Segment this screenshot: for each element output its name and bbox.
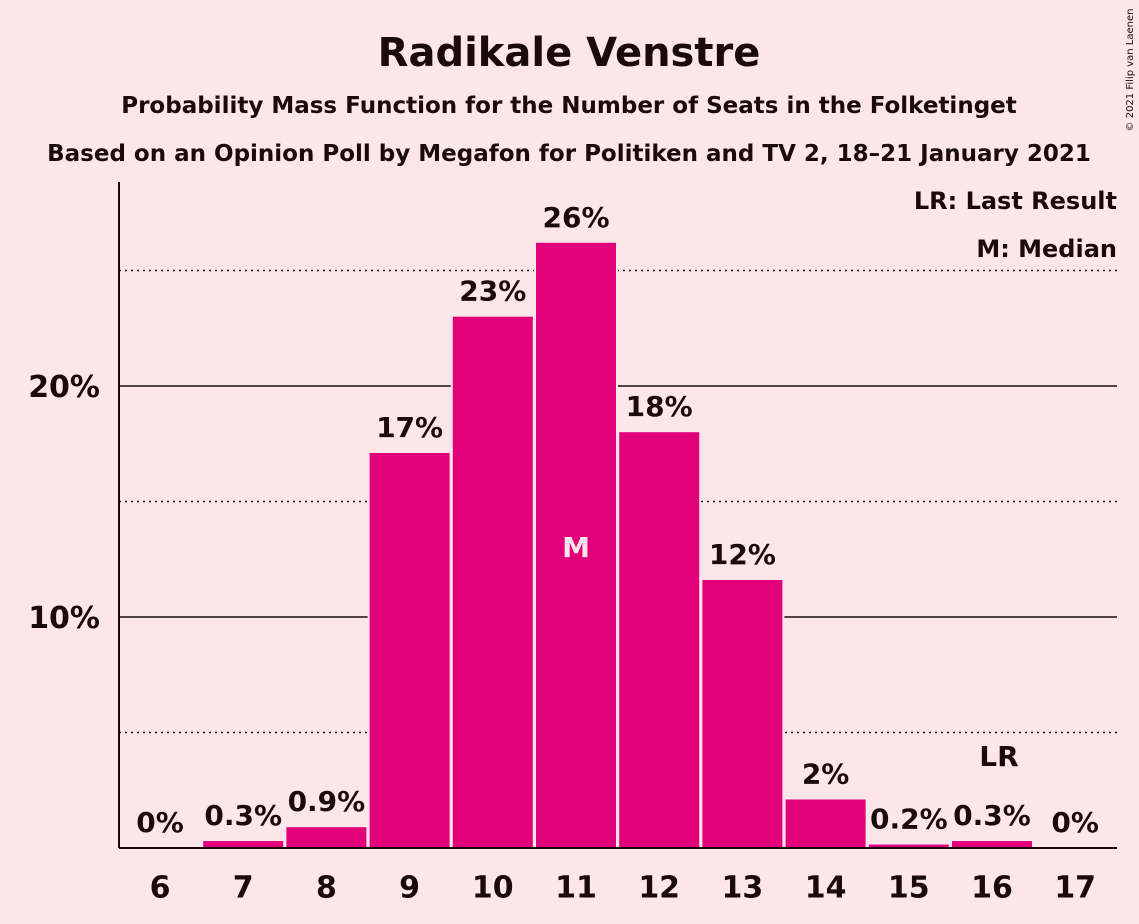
x-tick-label: 7 [233,871,254,906]
bar [702,580,783,848]
bar [785,799,866,848]
axes [118,182,1117,849]
labels: 10% 20% 0% 6 0.3% 7 0.9% 8 17% 9 23% 10 26% 11 18% 12 12… [28,201,1099,906]
y-tick-label: 10% [28,601,100,636]
x-tick-label: 10 [472,871,514,906]
bar [536,242,616,848]
bar [369,452,450,848]
value-label: 0.3% [204,799,282,832]
bar [203,841,284,848]
chart-subtitle: Probability Mass Function for the Number… [121,93,1017,119]
x-tick-label: 8 [316,871,337,906]
x-tick-label: 14 [805,871,847,906]
x-tick-label: 13 [722,871,764,906]
x-tick-label: 12 [638,871,680,906]
value-label: 0% [136,806,184,839]
legend-median: M: Median [976,235,1117,263]
bar [452,316,533,848]
copyright: © 2021 Filip van Laenen [1125,9,1136,132]
last-result-marker: LR [979,740,1018,773]
bar [619,432,700,848]
value-label: 17% [376,411,443,444]
value-label: 0.2% [870,803,948,836]
chart-title: Radikale Venstre [378,30,761,76]
x-tick-label: 15 [888,871,930,906]
value-label: 23% [459,275,526,308]
legend-last-result: LR: Last Result [914,187,1117,215]
bar [868,844,949,848]
median-marker: M [562,531,590,564]
value-label: 0.3% [953,799,1031,832]
value-label: 2% [802,757,850,790]
x-tick-label: 6 [150,871,171,906]
x-tick-label: 17 [1054,871,1096,906]
y-tick-label: 20% [28,370,100,405]
x-tick-label: 9 [399,871,420,906]
x-tick-label: 11 [555,871,597,906]
value-label: 12% [709,538,776,571]
bar [286,827,367,848]
value-label: 0% [1051,806,1099,839]
value-label: 26% [542,201,609,234]
bar [952,841,1032,848]
chart-subtitle-2: Based on an Opinion Poll by Megafon for … [47,141,1091,167]
bars [201,240,1034,848]
x-tick-label: 16 [971,871,1013,906]
value-label: 18% [626,390,693,423]
value-label: 0.9% [288,785,366,818]
